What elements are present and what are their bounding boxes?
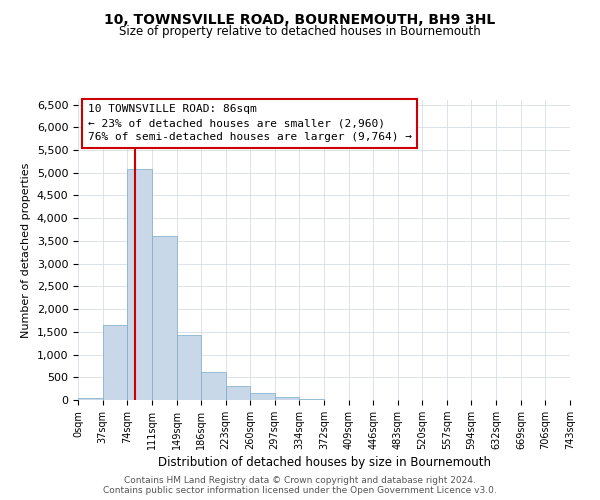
Bar [152,236,176,400]
Bar [127,169,152,400]
X-axis label: Distribution of detached houses by size in Bournemouth: Distribution of detached houses by size … [157,456,491,469]
Text: Contains public sector information licensed under the Open Government Licence v3: Contains public sector information licen… [103,486,497,495]
Bar [176,336,201,400]
Text: Contains HM Land Registry data © Crown copyright and database right 2024.: Contains HM Land Registry data © Crown c… [124,476,476,485]
Bar [226,386,250,400]
Bar [103,325,127,400]
Bar [201,372,226,400]
Text: 10 TOWNSVILLE ROAD: 86sqm
← 23% of detached houses are smaller (2,960)
76% of se: 10 TOWNSVILLE ROAD: 86sqm ← 23% of detac… [88,104,412,142]
Bar [275,398,299,400]
Text: 10, TOWNSVILLE ROAD, BOURNEMOUTH, BH9 3HL: 10, TOWNSVILLE ROAD, BOURNEMOUTH, BH9 3H… [104,12,496,26]
Text: Size of property relative to detached houses in Bournemouth: Size of property relative to detached ho… [119,25,481,38]
Bar [250,393,275,400]
Bar [78,398,103,400]
Bar [299,399,325,400]
Y-axis label: Number of detached properties: Number of detached properties [21,162,31,338]
